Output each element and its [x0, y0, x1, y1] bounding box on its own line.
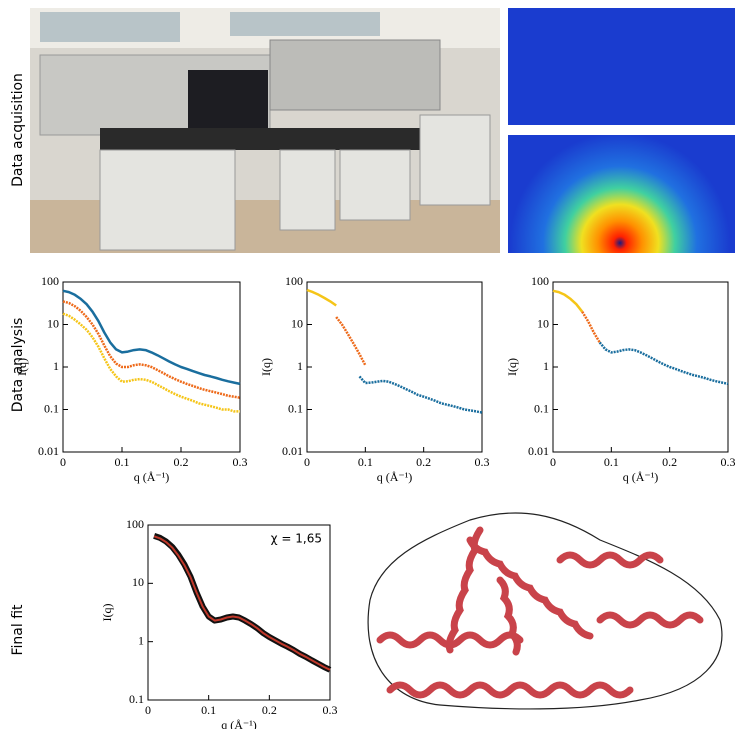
annotation: χ = 1,65 [271, 532, 322, 546]
x-tick-label: 0.1 [358, 455, 373, 469]
x-tick-label: 0 [145, 703, 151, 717]
y-axis-label: I(q) [505, 358, 519, 376]
x-tick-label: 0.1 [115, 455, 130, 469]
data-series [598, 341, 729, 386]
x-axis-label: q (Å⁻¹) [377, 470, 413, 484]
y-tick-label: 10 [47, 316, 59, 330]
y-axis-label: I(q) [100, 604, 114, 622]
row-label: Data acquisition [10, 73, 26, 187]
x-tick-label: 0.3 [721, 455, 735, 469]
x-tick-label: 0.2 [174, 455, 189, 469]
y-tick-label: 1 [543, 359, 549, 373]
x-tick-label: 0.1 [604, 455, 619, 469]
x-tick-label: 0.3 [323, 703, 338, 717]
y-tick-label: 0.1 [288, 401, 303, 415]
x-tick-label: 0.2 [416, 455, 431, 469]
x-tick-label: 0.2 [262, 703, 277, 717]
x-axis-label: q (Å⁻¹) [134, 470, 170, 484]
x-tick-label: 0.2 [662, 455, 677, 469]
data-series [62, 312, 240, 413]
data-series [153, 533, 332, 673]
data-series [153, 535, 331, 671]
y-tick-label: 0.1 [44, 401, 59, 415]
detector-images [508, 8, 735, 253]
y-axis-label: I(q) [15, 358, 29, 376]
plot-frame [306, 281, 483, 453]
data-series [581, 311, 601, 344]
data-series [335, 316, 367, 366]
y-tick-label: 10 [132, 575, 144, 589]
y-tick-label: 1 [297, 359, 303, 373]
y-axis-label: I(q) [259, 358, 273, 376]
y-tick-label: 100 [126, 517, 144, 531]
x-tick-label: 0 [60, 455, 66, 469]
x-tick-label: 0 [304, 455, 310, 469]
data-series [552, 289, 584, 313]
y-tick-label: 1 [138, 633, 144, 647]
lab-photo [30, 8, 500, 253]
protein-structure [367, 512, 723, 710]
data-series [62, 289, 241, 386]
y-tick-label: 0.1 [534, 401, 549, 415]
data-series [62, 300, 241, 399]
y-tick-label: 100 [531, 274, 549, 288]
y-tick-label: 0.01 [282, 444, 303, 458]
y-tick-label: 100 [285, 274, 303, 288]
y-tick-label: 100 [41, 274, 59, 288]
x-axis-label: q (Å⁻¹) [221, 718, 257, 729]
x-axis-label: q (Å⁻¹) [623, 470, 659, 484]
data-series [306, 288, 337, 307]
y-tick-label: 0.01 [38, 444, 59, 458]
y-tick-label: 1 [53, 359, 59, 373]
x-tick-label: 0 [550, 455, 556, 469]
y-tick-label: 10 [291, 316, 303, 330]
data-series [358, 375, 483, 414]
x-tick-label: 0.3 [233, 455, 248, 469]
y-tick-label: 0.01 [528, 444, 549, 458]
x-tick-label: 0.1 [201, 703, 216, 717]
y-tick-label: 10 [537, 316, 549, 330]
y-tick-label: 0.1 [129, 692, 144, 706]
row-label: Data analysis [10, 318, 26, 413]
plot-frame [147, 524, 331, 701]
row-label: Final fit [10, 604, 26, 656]
x-tick-label: 0.3 [475, 455, 490, 469]
